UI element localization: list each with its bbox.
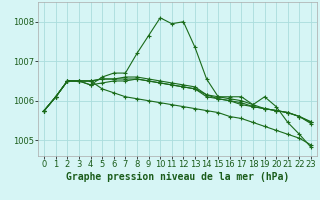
X-axis label: Graphe pression niveau de la mer (hPa): Graphe pression niveau de la mer (hPa) [66, 172, 289, 182]
